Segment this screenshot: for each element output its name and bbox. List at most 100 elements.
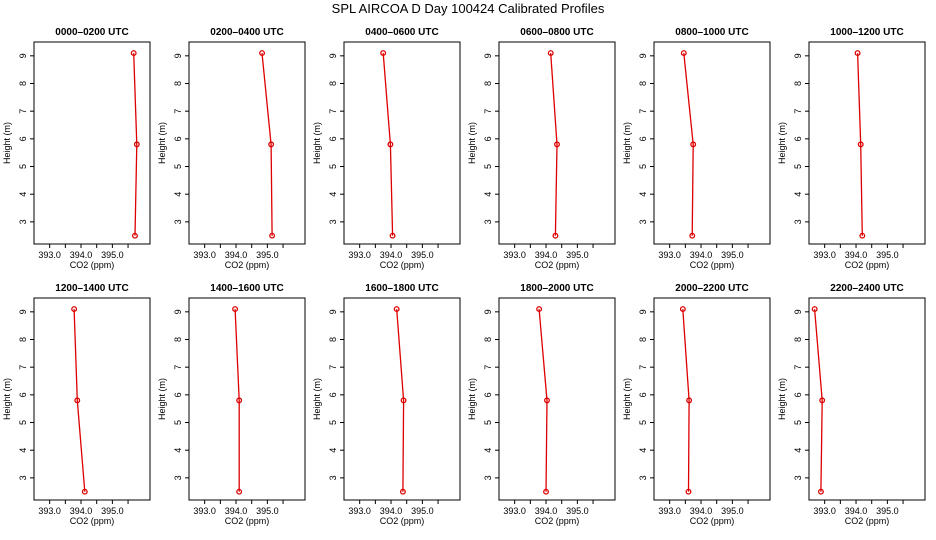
x-tick-label: 393.0 [348, 250, 371, 260]
x-axis-label: CO2 (ppm) [690, 516, 735, 526]
panel-title: 1400–1600 UTC [210, 283, 283, 294]
plot-frame [498, 297, 616, 501]
x-axis-label: CO2 (ppm) [70, 516, 115, 526]
y-tick-label: 9 [18, 53, 28, 58]
x-tick-label: 394.0 [535, 506, 558, 516]
y-axis-label: Height (m) [312, 378, 322, 420]
y-tick-label: 8 [638, 81, 648, 86]
profile-line [261, 53, 273, 236]
profile-line [73, 309, 86, 492]
y-tick-label: 4 [18, 192, 28, 197]
profile-point [679, 306, 686, 313]
panel-title: 0200–0400 UTC [210, 27, 283, 38]
x-axis-label: CO2 (ppm) [380, 260, 425, 270]
x-axis-label: CO2 (ppm) [535, 260, 580, 270]
y-tick-label: 9 [483, 53, 493, 58]
y-tick-label: 3 [328, 219, 338, 224]
profile-point [817, 488, 824, 495]
profile-point [400, 397, 407, 404]
x-tick-label: 393.0 [193, 250, 216, 260]
y-tick-label: 3 [18, 475, 28, 480]
plot-frame [498, 41, 616, 245]
panel-title: 0000–0200 UTC [55, 27, 128, 38]
x-tick-label: 394.0 [845, 250, 868, 260]
profile-line [538, 309, 548, 492]
x-axis-label: CO2 (ppm) [225, 516, 270, 526]
panel-5: 1000–1200 UTC 393.0 394.0 395.0 3 4 5 6 7 8 9 CO2 (… [777, 27, 926, 270]
y-tick-label: 7 [18, 109, 28, 114]
profile-point [819, 397, 826, 404]
y-tick-label: 8 [328, 81, 338, 86]
profile-point [854, 50, 861, 57]
y-tick-label: 6 [328, 136, 338, 141]
profile-point [74, 397, 81, 404]
y-tick-label: 7 [638, 365, 648, 370]
y-tick-label: 7 [483, 365, 493, 370]
panel-9: 1800–2000 UTC 393.0 394.0 395.0 3 4 5 6 7 8 9 CO2 (… [467, 283, 616, 526]
y-tick-label: 7 [173, 365, 183, 370]
x-tick-label: 393.0 [503, 506, 526, 516]
y-tick-label: 5 [328, 420, 338, 425]
panel-0: 0000–0200 UTC 393.0 394.0 395.0 3 4 5 6 7 8 9 CO2 (… [2, 27, 151, 270]
y-tick-label: 7 [328, 109, 338, 114]
y-tick-label: 3 [483, 475, 493, 480]
profile-line [683, 53, 694, 236]
y-axis-label: Height (m) [467, 122, 477, 164]
panel-title: 2200–2400 UTC [830, 283, 903, 294]
y-tick-label: 3 [483, 219, 493, 224]
plot-frame [188, 41, 306, 245]
profile-line [856, 53, 863, 236]
y-tick-label: 4 [483, 192, 493, 197]
profile-point [543, 488, 549, 495]
x-tick-label: 394.0 [380, 506, 403, 516]
profile-point [552, 232, 559, 239]
panel-6: 1200–1400 UTC 393.0 394.0 395.0 3 4 5 6 7 8 9 CO2 (… [2, 283, 151, 526]
plot-frame [653, 41, 771, 245]
y-tick-label: 7 [793, 365, 803, 370]
x-tick-label: 394.0 [70, 506, 93, 516]
x-axis-label: CO2 (ppm) [225, 260, 270, 270]
profile-line [682, 309, 690, 492]
y-tick-label: 3 [173, 475, 183, 480]
y-tick-label: 8 [18, 337, 28, 342]
y-tick-label: 8 [173, 81, 183, 86]
y-tick-label: 7 [328, 365, 338, 370]
plot-frame [343, 41, 461, 245]
profile-point [269, 232, 276, 239]
panel-8: 1600–1800 UTC 393.0 394.0 395.0 3 4 5 6 7 8 9 CO2 (… [312, 283, 461, 526]
profile-line [550, 53, 558, 236]
profile-point [133, 141, 140, 148]
y-tick-label: 3 [328, 475, 338, 480]
y-tick-label: 5 [638, 164, 648, 169]
profile-point [393, 306, 400, 313]
y-tick-label: 3 [18, 219, 28, 224]
y-axis-label: Height (m) [312, 122, 322, 164]
y-tick-label: 5 [173, 420, 183, 425]
panel-title: 1800–2000 UTC [520, 283, 593, 294]
x-tick-label: 394.0 [70, 250, 93, 260]
y-tick-label: 7 [18, 365, 28, 370]
y-tick-label: 7 [483, 109, 493, 114]
y-tick-label: 6 [173, 392, 183, 397]
profile-point [690, 141, 697, 148]
panel-title: 0400–0600 UTC [365, 27, 438, 38]
y-tick-label: 6 [173, 136, 183, 141]
panel-title: 0800–1000 UTC [675, 27, 748, 38]
y-tick-label: 9 [328, 53, 338, 58]
x-tick-label: 395.0 [876, 250, 899, 260]
y-tick-label: 3 [793, 475, 803, 480]
y-axis-label: Height (m) [2, 378, 12, 420]
y-axis-label: Height (m) [157, 122, 167, 164]
x-tick-label: 395.0 [566, 506, 589, 516]
y-tick-label: 5 [173, 164, 183, 169]
x-axis-label: CO2 (ppm) [845, 516, 890, 526]
y-tick-label: 9 [793, 53, 803, 58]
y-tick-label: 9 [18, 309, 28, 314]
profile-point [387, 141, 394, 148]
x-tick-label: 393.0 [503, 250, 526, 260]
y-tick-label: 5 [483, 164, 493, 169]
plot-frame [653, 297, 771, 501]
profile-point [680, 50, 687, 57]
x-tick-label: 395.0 [411, 250, 434, 260]
y-axis-label: Height (m) [157, 378, 167, 420]
